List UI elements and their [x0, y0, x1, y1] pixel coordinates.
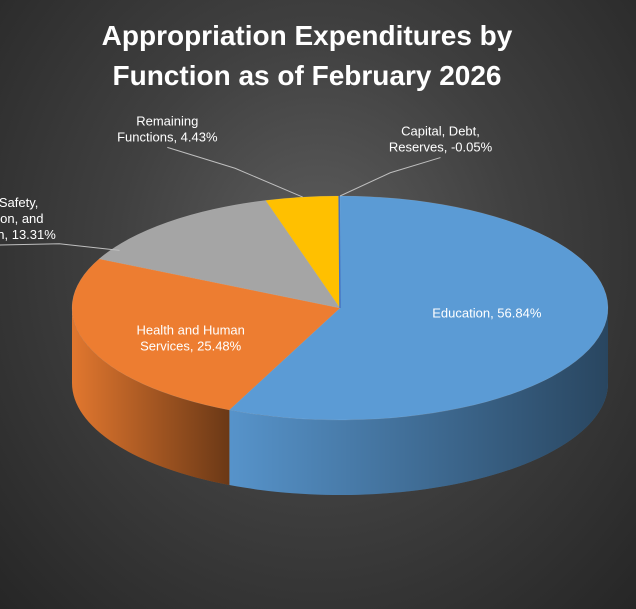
slice-label-public-safety-correction-and-regulation-line: Correction, and	[0, 211, 44, 226]
slice-label-health-and-human-services-line: Services, 25.48%	[140, 338, 242, 353]
slice-side-health-and-human-services-shade	[72, 308, 230, 485]
chart-title-line-1: Appropriation Expenditures by	[102, 20, 513, 51]
slice-label-capital-debt-reserves: Capital, Debt, Reserves, -0.05%	[389, 124, 493, 155]
slice-label-remaining-functions: Remaining Functions, 4.43%	[117, 113, 218, 144]
slice-label-education: Education, 56.84%	[432, 305, 542, 320]
slice-label-capital-debt-reserves-line: Reserves, -0.05%	[389, 140, 493, 155]
slice-side-education-shade	[229, 308, 609, 496]
leader-line-remaining-functions	[167, 146, 303, 198]
slice-capital-debt-reserves	[338, 195, 341, 309]
pie-side-walls	[72, 308, 609, 496]
pie-slices	[71, 195, 609, 421]
leader-line-public-safety-correction-and-regulation	[0, 243, 120, 251]
chart-title-line-2: Function as of February 2026	[113, 60, 502, 91]
slice-education	[228, 195, 609, 421]
leader-line-capital-debt-reserves	[339, 157, 441, 197]
slice-label-education-line: Education, 56.84%	[432, 305, 542, 320]
slice-labels: Education, 56.84% Health and Human Service…	[0, 113, 542, 353]
slice-label-public-safety-correction-and-regulation-line: Public Safety,	[0, 195, 38, 210]
slice-label-public-safety-correction-and-regulation-line: Regulation, 13.31%	[0, 227, 56, 242]
slice-label-health-and-human-services-line: Health and Human	[136, 322, 244, 337]
slice-label-remaining-functions-line: Remaining	[136, 113, 198, 128]
slice-public-safety-correction-and-regulation	[98, 200, 341, 309]
slice-health-and-human-services	[71, 258, 341, 411]
slice-label-capital-debt-reserves-line: Capital, Debt,	[401, 124, 480, 139]
slice-label-health-and-human-services: Health and Human Services, 25.48%	[136, 322, 244, 353]
slice-label-public-safety-correction-and-regulation: Public Safety,Correction, andRegulation,…	[0, 195, 56, 242]
leader-lines	[0, 146, 441, 251]
slice-label-remaining-functions-line: Functions, 4.43%	[117, 129, 218, 144]
